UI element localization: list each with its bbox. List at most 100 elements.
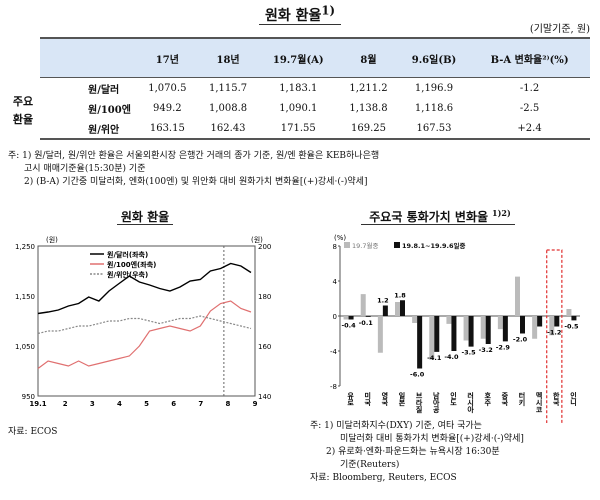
x-tick-label: 터키 [518,391,526,407]
series-line [37,300,252,369]
x-tick-label: 인도 [449,391,457,406]
exchange-rate-table: 17년 18년 19.7월(A) 8월 9.6일(B) B-A 변화율²⁾(%)… [40,37,590,140]
note-line: 2) (B-A) 기간중 미달러화, 엔화(100엔) 및 위안화 대비 원화가… [24,177,368,187]
bar [520,316,525,334]
table-notes: 주: 1) 원/달러, 원/위안 환율은 서울외환시장 은행간 거래의 종가 기… [8,150,598,189]
x-tick-label: 러시아 [467,391,475,414]
highlight-box [546,249,563,423]
x-tick-label: 멕시코 [535,391,543,413]
x-tick-label: 19.1 [29,400,46,408]
table-header-row: 17년 18년 19.7월(A) 8월 9.6일(B) B-A 변화율²⁾(%) [40,37,590,78]
x-tick-label: 브라질 [415,392,423,414]
table-cell: 1,070.5 [148,82,187,94]
data-label: 1.2 [377,297,389,305]
y-tick-label: 0 [333,313,337,321]
table-cell: -1.2 [519,82,540,94]
bar [395,302,400,316]
data-label: -0.5 [564,322,579,330]
bar [532,316,538,339]
data-label: -1.2 [547,329,561,337]
table-row: 원/100엔 949.2 1,008.8 1,090.1 1,138.8 1,118.6 -… [40,98,590,118]
x-tick-label: 6 [171,400,176,408]
legend-label: 원/100엔(좌축) [107,260,156,269]
bar [382,305,388,316]
bar [434,316,440,352]
table-cell: 1,115.7 [208,82,248,94]
row-label: 원/100엔 [88,104,131,116]
table-cell: 162.43 [197,118,259,140]
data-label: -4.1 [427,354,442,362]
y-tick-label-left: 1,050 [15,343,35,351]
bar [463,316,469,341]
table-cell: 1,090.1 [279,102,318,114]
bar [417,316,423,369]
right-notes: 주: 1) 미달러화지수(DXY) 기준, 여타 국가는 미달러화 대비 통화가… [310,420,600,485]
x-tick-label: 영국 [381,391,389,407]
table-row: 원/달러 1,070.5 1,115.7 1,183.1 1,211.2 1,196.9 -… [40,78,590,99]
data-label: 1.8 [394,291,406,299]
table-cell: 1,008.8 [208,102,248,114]
x-tick-label: 인니 [569,391,577,407]
x-tick-label: 2 [63,400,68,408]
col-header: B-A 변화율²⁾(%) [469,37,590,78]
legend-label: 19.7월중 [352,241,378,250]
left-axis-unit: (원) [46,235,58,244]
note-line: 주: 1) 미달러화지수(DXY) 기준, 여타 국가는 [310,421,482,431]
col-header: 18년 [197,37,259,78]
col-header: 19.7월(A) [258,37,339,78]
bar [571,316,577,321]
table-cell: 1,211.2 [349,82,388,94]
bar [554,316,560,327]
col-header: 9.6일(B) [398,37,470,78]
data-label: -0.1 [359,319,374,327]
data-label: -6.0 [410,371,425,379]
table-cell: 1,118.6 [414,102,454,114]
y-tick-label: 8 [333,243,337,251]
series-line [37,262,252,315]
bar [549,316,555,336]
y-tick-label-left: 1,250 [15,243,35,251]
y-tick-label-left: 1,150 [15,293,35,301]
note-line: 기준(Reuters) [340,460,400,470]
bar [502,316,508,342]
legend-label: 원/위안(우축) [107,270,148,279]
x-tick-label: 호주 [484,391,492,407]
x-tick-label: 중국 [501,392,509,407]
x-tick-label: 일본 [398,391,406,407]
col-header: 17년 [137,37,198,78]
bar [485,316,491,344]
bar-chart: 8 4 0 -4 -8 (%) 19.7월중 19.8.1~19.9.6일중 -0.4 유로 -0.… [330,234,580,423]
note-line: 자료: Bloomberg, Reuters, ECOS [310,473,457,483]
series-line [37,315,252,335]
right-axis-unit: (원) [251,235,263,244]
y-tick-label-right: 180 [258,293,271,301]
bar [451,316,457,351]
row-label: 원/위안 [40,118,137,140]
table-cell: +2.4 [469,118,590,140]
note-line: 고시 매매기준율(15:30분) 기준 [24,164,146,174]
legend-swatch [394,242,400,248]
y-tick-label: -4 [330,348,338,356]
bar [400,300,405,316]
page-title: 원화 환율1) [0,3,600,25]
bar [537,316,543,327]
x-tick-label: 한국 [552,391,560,407]
y-tick-label-right: 200 [258,243,271,251]
bar [468,316,474,347]
y-tick-label: 4 [333,278,338,286]
table-cell: 949.2 [153,102,182,114]
col-header: 8월 [338,37,399,78]
table-cell: 163.15 [137,118,198,140]
x-tick-label: 8 [225,400,230,408]
x-tick-label: 남아공 [432,391,440,414]
unit-label: (기말기준, 원) [529,24,590,35]
bar [412,316,418,323]
y-tick-label: -8 [330,383,337,391]
data-label: -3.2 [479,346,493,354]
data-label: -0.4 [341,322,356,330]
data-label: -4.0 [444,353,459,361]
bar [429,316,435,360]
table-cell: 1,138.8 [349,102,388,114]
y-unit: (%) [334,234,346,242]
